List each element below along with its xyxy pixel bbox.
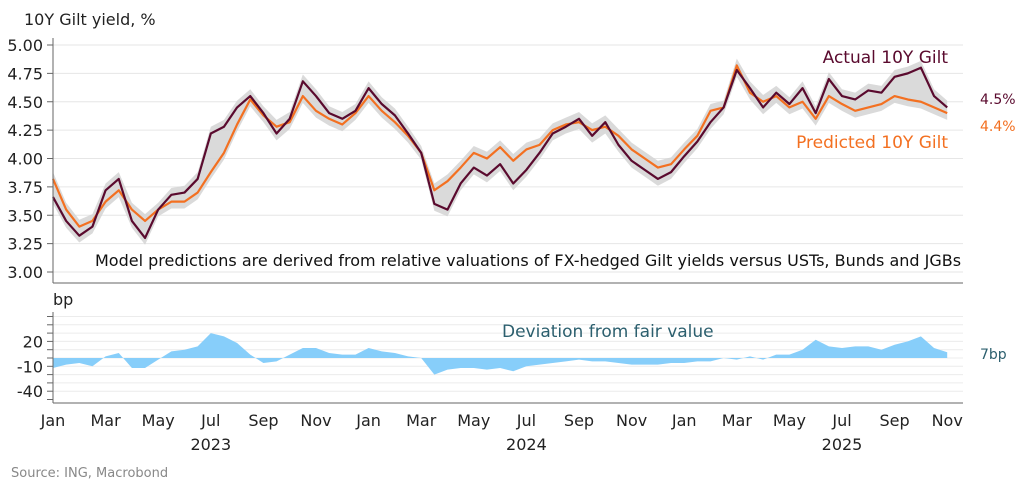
x-month-label: Nov xyxy=(300,411,331,430)
actual-gilt-line xyxy=(52,66,948,240)
x-month-label: Nov xyxy=(932,411,963,430)
x-month-label: May xyxy=(142,411,175,430)
x-month-label: Jan xyxy=(355,411,381,430)
predicted-end-value-label: 4.4% xyxy=(980,119,1016,135)
x-month-label: May xyxy=(457,411,490,430)
x-month-label: Nov xyxy=(616,411,647,430)
lower-y-tick-label: -40 xyxy=(17,382,43,401)
upper-y-tick-label: 3.75 xyxy=(7,178,43,197)
x-month-label: Jul xyxy=(831,411,851,430)
x-year-label: 2024 xyxy=(506,435,547,454)
x-month-label: May xyxy=(773,411,806,430)
lower-y-tick-label: 20 xyxy=(23,332,43,351)
source-note: Source: ING, Macrobond xyxy=(11,466,168,481)
x-month-label: Jul xyxy=(516,411,536,430)
actual-end-value-label: 4.5% xyxy=(980,92,1016,108)
lower-y-tick-label: -10 xyxy=(17,357,43,376)
x-year-label: 2023 xyxy=(190,435,231,454)
predicted-gilt-line xyxy=(51,64,948,228)
upper-y-tick-label: 4.75 xyxy=(7,64,43,83)
legend-predicted-label: Predicted 10Y Gilt xyxy=(796,133,948,153)
upper-y-tick-label: 3.00 xyxy=(7,263,43,282)
x-month-label: Sep xyxy=(880,411,910,430)
x-axis-labels: Jan Mar May Jul Sep Nov Jan Mar May Jul Sep Nov Jan M… xyxy=(40,411,963,454)
legend-actual-label: Actual 10Y Gilt xyxy=(823,48,949,68)
x-year-label: 2025 xyxy=(822,435,863,454)
deviation-area xyxy=(53,333,948,375)
upper-y-tick-label: 4.00 xyxy=(7,150,43,169)
x-month-label: Mar xyxy=(722,411,753,430)
line-layer xyxy=(51,64,948,240)
x-month-label: Jul xyxy=(200,411,220,430)
model-note-annotation: Model predictions are derived from relat… xyxy=(95,251,961,270)
x-month-label: Jan xyxy=(671,411,697,430)
x-month-label: Jan xyxy=(40,411,66,430)
upper-chart-title: 10Y Gilt yield, % xyxy=(24,10,156,29)
upper-y-tick-label: 5.00 xyxy=(7,36,43,55)
deviation-annotation: Deviation from fair value xyxy=(502,322,714,342)
x-month-label: Mar xyxy=(91,411,122,430)
upper-y-tick-label: 3.50 xyxy=(7,206,43,225)
deviation-area-layer xyxy=(53,333,948,375)
upper-y-tick-label: 4.25 xyxy=(7,121,43,140)
deviation-end-value-label: 7bp xyxy=(980,347,1007,363)
upper-y-tick-label: 3.25 xyxy=(7,235,43,254)
upper-y-tick-label: 4.50 xyxy=(7,93,43,112)
upper-gridlines: 5.00 4.75 4.50 4.25 4.00 3.75 3.50 3.25 3.00 xyxy=(7,36,963,282)
x-month-label: Sep xyxy=(248,411,278,430)
lower-chart-unit: bp xyxy=(53,290,73,309)
axes-layer xyxy=(52,38,963,404)
x-month-label: Sep xyxy=(564,411,594,430)
x-month-label: Mar xyxy=(406,411,437,430)
